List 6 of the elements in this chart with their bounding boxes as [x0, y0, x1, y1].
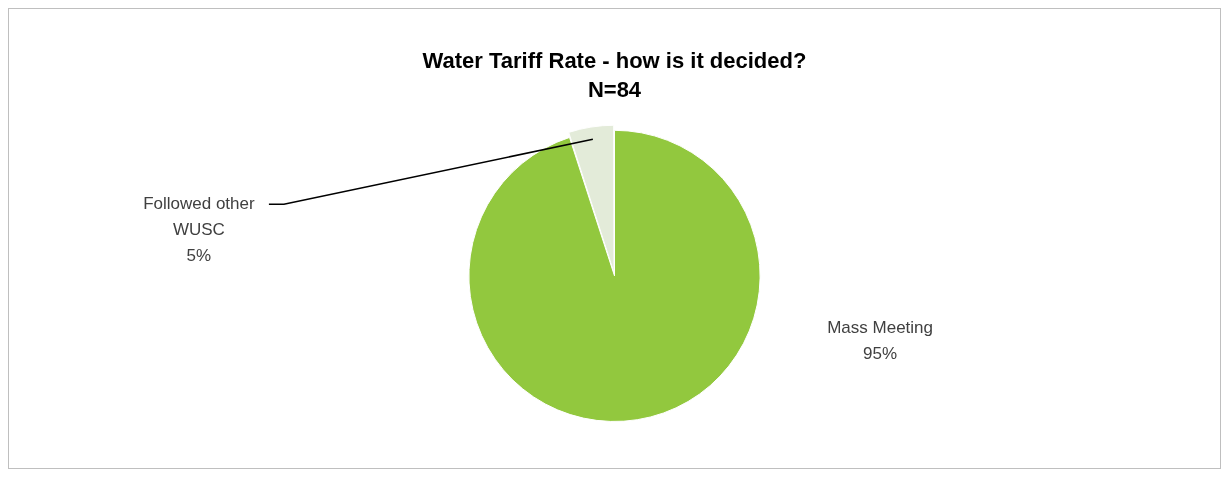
slice-label: Mass Meeting	[827, 318, 934, 338]
data-label: 95%	[863, 344, 898, 364]
chart-subtitle: N=84	[587, 76, 642, 102]
slice-label: Followed other WUSC	[143, 193, 255, 239]
chart-title: Water Tariff Rate - how is it decided?	[422, 48, 807, 74]
data-label: 5%	[186, 245, 212, 265]
